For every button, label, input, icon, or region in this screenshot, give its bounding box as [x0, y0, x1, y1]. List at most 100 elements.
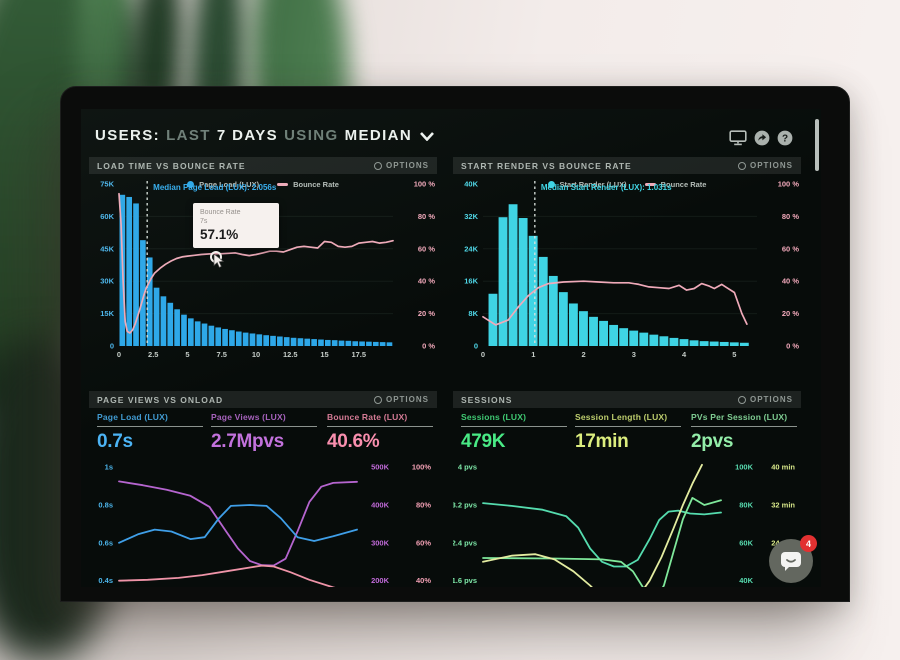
svg-text:0 %: 0 % — [786, 342, 799, 351]
monitor-icon[interactable] — [729, 130, 747, 146]
svg-text:4 pvs: 4 pvs — [458, 462, 477, 471]
metric-page-load: Page Load (LUX) 0.7s — [97, 412, 203, 453]
svg-text:17.5: 17.5 — [351, 350, 366, 359]
gear-icon — [373, 161, 382, 170]
svg-text:32K: 32K — [464, 212, 478, 221]
svg-text:2: 2 — [581, 350, 585, 359]
svg-text:0: 0 — [117, 350, 121, 359]
svg-text:20 %: 20 % — [782, 309, 799, 318]
title-last: LAST — [166, 127, 211, 144]
svg-text:400K: 400K — [371, 500, 390, 509]
svg-text:0: 0 — [474, 342, 478, 351]
panel-title: LOAD TIME VS BOUNCE RATE — [97, 160, 246, 171]
load-time-chart[interactable]: 75K 100 % 60K 80 % 45K 60 % 30K 40 % 15K 20 % 0 0 %… — [89, 174, 437, 366]
svg-text:0.8s: 0.8s — [98, 500, 113, 509]
svg-text:3.2 pvs: 3.2 pvs — [453, 500, 477, 509]
sessions-chart[interactable]: 4 pvs 100K 40 min 3.2 pvs 80K 32 min 2.4 pvs 60… — [453, 460, 801, 587]
scrollbar-thumb[interactable] — [815, 119, 819, 171]
svg-text:Median Page Load (LUX): 2.056s: Median Page Load (LUX): 2.056s — [153, 183, 277, 192]
svg-text:0.6s: 0.6s — [98, 538, 113, 547]
tooltip-value: 57.1% — [200, 227, 239, 242]
svg-text:100 %: 100 % — [778, 180, 800, 189]
svg-text:24K: 24K — [464, 244, 478, 253]
options-button[interactable]: OPTIONS — [373, 395, 429, 404]
svg-text:40K: 40K — [464, 180, 478, 189]
metric-bounce-rate: Bounce Rate (LUX) 40.6% — [327, 412, 433, 453]
gear-icon — [737, 161, 746, 170]
chart-legend: Page Load (LUX) Bounce Rate — [89, 174, 437, 195]
svg-text:Median Start Render (LUX): 1.0: Median Start Render (LUX): 1.031s — [541, 183, 672, 192]
options-button[interactable]: OPTIONS — [737, 161, 793, 170]
svg-text:60K: 60K — [739, 538, 753, 547]
chat-widget-button[interactable]: 4 — [769, 535, 817, 583]
panel-start-render-vs-bounce-rate: START RENDER VS BOUNCE RATE OPTIONS 40K 1… — [453, 157, 801, 387]
gear-icon — [737, 395, 746, 404]
legend-item-bounce-rate[interactable]: Bounce Rate — [277, 180, 339, 189]
svg-text:100K: 100K — [735, 462, 754, 471]
svg-text:2.5: 2.5 — [148, 350, 158, 359]
title-users: USERS: — [95, 127, 161, 144]
legend-line-icon — [277, 183, 289, 186]
svg-text:0: 0 — [110, 342, 114, 351]
options-button[interactable]: OPTIONS — [373, 161, 429, 170]
legend-item-start-render[interactable]: Start Render (LUX) — [547, 180, 627, 189]
help-icon[interactable]: ? — [777, 130, 793, 146]
metric-value: 2.7Mpvs — [211, 431, 284, 452]
metric-session-length: Session Length (LUX) 17min — [575, 412, 681, 453]
panel-header: LOAD TIME VS BOUNCE RATE OPTIONS — [89, 157, 437, 174]
svg-text:80%: 80% — [416, 500, 431, 509]
legend-dot-icon — [187, 181, 195, 188]
metric-value: 479K — [461, 431, 506, 452]
metric-pvs-per-session: PVs Per Session (LUX) 2pvs — [691, 412, 797, 453]
dashboard-topbar: USERS: LAST 7 DAYS USING MEDIAN — [81, 109, 821, 171]
svg-text:3: 3 — [632, 350, 636, 359]
metric-page-views: Page Views (LUX) 2.7Mpvs — [211, 412, 317, 453]
gear-icon — [373, 395, 382, 404]
svg-text:4: 4 — [682, 350, 687, 359]
svg-text:2.4 pvs: 2.4 pvs — [453, 538, 477, 547]
svg-text:500K: 500K — [371, 462, 390, 471]
svg-text:60%: 60% — [416, 538, 431, 547]
share-icon[interactable] — [754, 130, 770, 146]
svg-text:300K: 300K — [371, 538, 390, 547]
svg-text:15K: 15K — [100, 309, 114, 318]
start-render-chart[interactable]: 40K 100 % 32K 80 % 24K 60 % 16K 40 % 8K 20 % 0 0 % 0… — [453, 174, 801, 366]
metric-value: 2pvs — [691, 431, 734, 452]
legend-line-icon — [644, 183, 656, 186]
svg-text:8K: 8K — [468, 309, 478, 318]
svg-text:12.5: 12.5 — [283, 350, 298, 359]
svg-text:40%: 40% — [416, 576, 431, 585]
page-views-onload-chart[interactable]: 1s 500K 100% 0.8s 400K 80% 0.6s 300K 60% 0.4s 200K… — [89, 460, 437, 587]
title-median: MEDIAN — [344, 127, 413, 144]
svg-text:0 %: 0 % — [422, 342, 435, 351]
svg-text:1.6 pvs: 1.6 pvs — [453, 576, 477, 585]
svg-text:1: 1 — [531, 350, 535, 359]
svg-text:80 %: 80 % — [782, 212, 799, 221]
svg-text:60K: 60K — [100, 212, 114, 221]
svg-text:10: 10 — [252, 350, 260, 359]
panel-header: PAGE VIEWS VS ONLOAD OPTIONS — [89, 391, 437, 408]
legend-item-bounce-rate[interactable]: Bounce Rate — [644, 180, 706, 189]
title-days: 7 DAYS — [216, 127, 279, 144]
svg-text:60 %: 60 % — [782, 244, 799, 253]
metric-value: 17min — [575, 431, 629, 452]
svg-text:0: 0 — [481, 350, 485, 359]
svg-text:40K: 40K — [739, 576, 753, 585]
options-button[interactable]: OPTIONS — [737, 395, 793, 404]
svg-text:16K: 16K — [464, 277, 478, 286]
time-range-dropdown[interactable]: USERS: LAST 7 DAYS USING MEDIAN — [95, 127, 435, 144]
legend-item-page-load[interactable]: Page Load (LUX) — [187, 180, 259, 189]
chart-legend: Start Render (LUX) Bounce Rate — [453, 174, 801, 195]
tooltip-series: Bounce Rate — [200, 209, 241, 216]
svg-text:32 min: 32 min — [771, 500, 795, 509]
panel-header: SESSIONS OPTIONS — [453, 391, 801, 408]
svg-text:?: ? — [782, 133, 788, 144]
panel-title: PAGE VIEWS VS ONLOAD — [97, 394, 224, 405]
panel-sessions: SESSIONS OPTIONS Sessions (LUX) 479K Ses… — [453, 391, 801, 587]
metrics-row: Sessions (LUX) 479K Session Length (LUX)… — [453, 408, 801, 460]
svg-text:30K: 30K — [100, 277, 114, 286]
svg-text:80 %: 80 % — [418, 212, 435, 221]
svg-text:40 min: 40 min — [771, 462, 795, 471]
tooltip-x-value: 7s — [200, 218, 208, 225]
panel-title: SESSIONS — [461, 394, 513, 405]
